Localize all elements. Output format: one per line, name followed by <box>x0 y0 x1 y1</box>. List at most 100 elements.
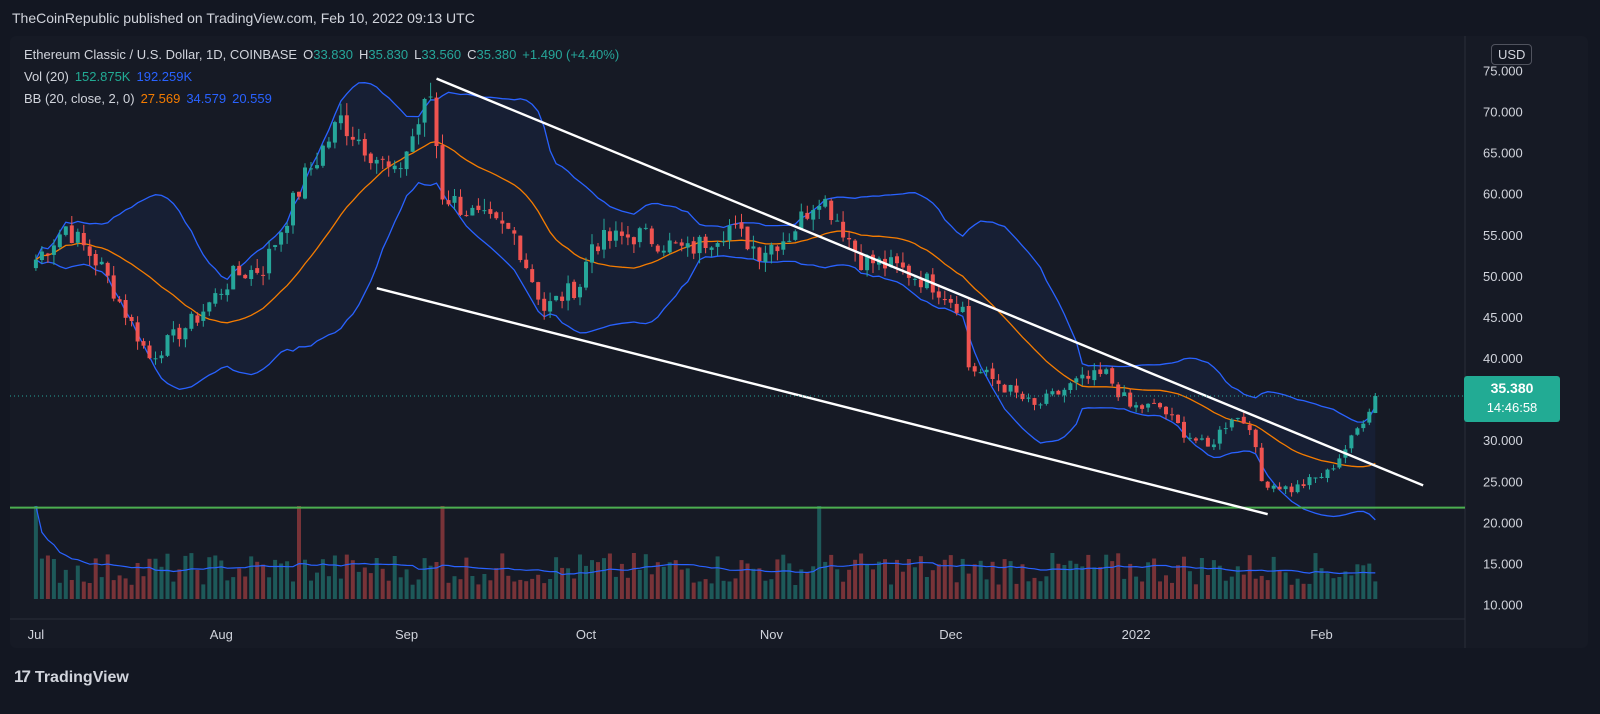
low-value: 33.560 <box>421 47 462 62</box>
volume-bar <box>51 559 56 599</box>
volume-bar <box>841 581 846 599</box>
volume-bar <box>763 580 768 599</box>
high-value: 35.830 <box>368 47 409 62</box>
volume-bar <box>141 576 146 599</box>
candle-body <box>799 211 804 230</box>
volume-bar <box>518 579 523 599</box>
volume-bar <box>984 579 989 599</box>
candle-body <box>679 242 684 246</box>
candle-body <box>338 115 343 124</box>
volume-bar <box>924 577 929 599</box>
volume-bar <box>285 561 290 599</box>
volume-bar <box>625 577 630 599</box>
volume-bar <box>422 558 427 599</box>
candle-body <box>1199 438 1204 440</box>
volume-bar <box>1014 583 1019 599</box>
candle-body <box>195 315 200 323</box>
candle-body <box>1044 393 1049 404</box>
candle-body <box>117 299 122 302</box>
volume-bar <box>1128 563 1133 599</box>
candle-body <box>362 139 367 156</box>
y-tick-label: 25.000 <box>1483 474 1523 489</box>
volume-bar <box>398 577 403 599</box>
volume-bar <box>1176 565 1180 599</box>
y-tick-label: 50.000 <box>1483 269 1523 284</box>
volume-bar <box>201 584 206 599</box>
volume-bar <box>1032 577 1037 599</box>
currency-button[interactable]: USD <box>1491 44 1533 65</box>
candle-body <box>1140 405 1145 409</box>
price-chart[interactable]: 75.000 70.000 65.000 60.000 55.000 50.000 45.0… <box>10 36 1588 648</box>
candle-body <box>1259 447 1264 482</box>
candle-body <box>1283 486 1288 490</box>
candle-body <box>960 306 965 312</box>
volume-bar <box>661 566 666 599</box>
volume-bar <box>464 557 469 599</box>
volume-bar <box>1092 567 1097 599</box>
volume-bar <box>1373 581 1378 599</box>
candle-body <box>231 265 236 290</box>
chart-panel[interactable]: 75.000 70.000 65.000 60.000 55.000 50.000 45.0… <box>10 36 1588 648</box>
candle-body <box>219 293 224 295</box>
volume-bar <box>410 584 415 599</box>
volume-bar <box>1104 554 1109 599</box>
volume-bar <box>506 575 511 599</box>
volume-bar <box>769 579 774 599</box>
volume-bar <box>416 579 421 599</box>
volume-bar <box>584 565 588 599</box>
candle-body <box>739 222 744 229</box>
open-label: O <box>303 47 314 62</box>
volume-bar <box>1152 558 1157 599</box>
volume-bar <box>476 584 481 599</box>
candle-body <box>315 165 319 169</box>
candle-body <box>984 369 989 373</box>
volume-bar <box>1343 571 1348 599</box>
candle-body <box>1182 421 1186 438</box>
candle-body <box>751 246 756 249</box>
volume-bar <box>775 559 780 599</box>
candle-body <box>440 145 445 200</box>
volume-bar <box>1008 561 1013 599</box>
candle-body <box>895 256 899 264</box>
candle-body <box>1223 428 1228 430</box>
bb-upper-value: 34.579 <box>186 91 227 106</box>
volume-bar <box>918 556 923 599</box>
volume-bar <box>1026 581 1031 599</box>
volume-bar <box>1182 556 1186 599</box>
bb-basis-value: 27.569 <box>140 91 181 106</box>
volume-bar <box>434 562 439 599</box>
candle-body <box>111 275 116 299</box>
volume-bar <box>691 582 696 599</box>
volume-bar <box>1080 566 1085 599</box>
tradingview-footer[interactable]: 17 TradingView <box>14 667 129 687</box>
candle-body <box>51 245 56 255</box>
candle-body <box>350 136 355 140</box>
volume-bar <box>697 581 702 599</box>
change-value: +1.490 (+4.40%) <box>522 47 620 62</box>
candle-body <box>936 291 941 298</box>
x-tick-label: Jul <box>28 627 45 642</box>
candle-body <box>691 241 696 254</box>
candle-body <box>123 300 128 318</box>
last-price-badge: 35.380 14:46:58 <box>1464 376 1560 422</box>
volume-bar <box>721 580 726 599</box>
candle-body <box>805 212 810 219</box>
bb-fill <box>35 82 1376 520</box>
candle-body <box>1002 384 1007 393</box>
volume-bar <box>237 568 242 599</box>
volume-bar <box>757 568 762 599</box>
volume-bar <box>374 558 379 599</box>
volume-bar <box>356 571 361 599</box>
candle-body <box>548 301 553 312</box>
volume-bar <box>1217 565 1222 599</box>
candle-body <box>763 252 768 262</box>
candle-body <box>715 243 720 247</box>
volume-bar <box>117 575 122 599</box>
volume-bar <box>679 569 684 599</box>
bb-lower-line <box>35 181 1376 521</box>
candle-body <box>243 274 248 279</box>
volume-bar <box>1146 562 1151 599</box>
candle-body <box>1134 405 1139 408</box>
candle-body <box>1032 398 1037 405</box>
candle-body <box>309 168 313 170</box>
